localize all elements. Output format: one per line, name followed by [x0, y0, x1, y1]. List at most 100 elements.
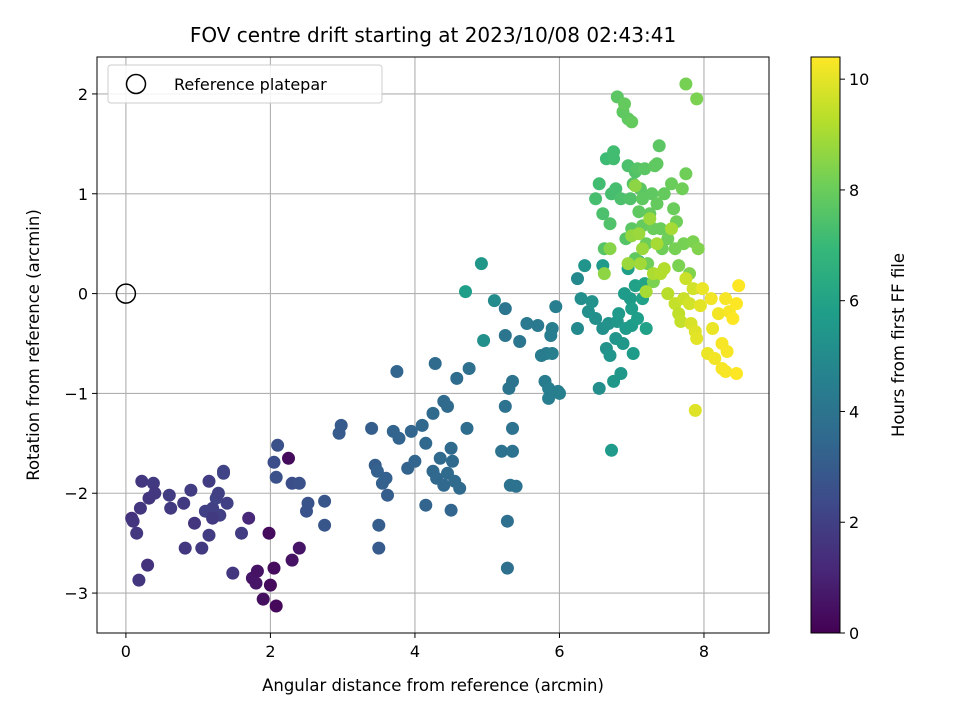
- data-point: [542, 391, 556, 405]
- data-point: [603, 242, 617, 256]
- data-point: [691, 242, 705, 256]
- data-point: [446, 454, 459, 468]
- legend: Reference platepar: [107, 64, 383, 104]
- data-point: [135, 474, 149, 488]
- data-point: [607, 152, 621, 166]
- data-point: [513, 335, 527, 348]
- x-tick-label: 6: [554, 642, 564, 661]
- data-point: [652, 139, 666, 153]
- x-tick-label: 8: [699, 642, 709, 661]
- data-point: [520, 317, 534, 330]
- data-point: [545, 322, 559, 335]
- y-axis-label: Rotation from reference (arcmin): [24, 209, 43, 481]
- x-axis-label: Angular distance from reference (arcmin): [262, 676, 604, 695]
- data-point: [292, 541, 306, 555]
- colorbar-tick-label: 2: [849, 513, 859, 532]
- colorbar-label: Hours from first FF file: [889, 253, 908, 437]
- data-point: [730, 297, 743, 311]
- data-point: [623, 292, 637, 306]
- data-point: [578, 259, 592, 273]
- data-point: [589, 312, 603, 325]
- data-point: [506, 421, 519, 435]
- data-point: [500, 514, 514, 528]
- data-point: [633, 257, 647, 271]
- data-point: [614, 192, 628, 206]
- data-point: [625, 115, 639, 129]
- data-point: [650, 197, 664, 211]
- colorbar-ticks: 0 2 4 6 8 10: [840, 70, 869, 643]
- data-point: [477, 334, 491, 347]
- data-point: [381, 488, 394, 502]
- data-point: [132, 573, 146, 587]
- data-point: [269, 470, 283, 484]
- data-point: [184, 483, 198, 497]
- data-point: [408, 454, 422, 468]
- data-point: [643, 212, 657, 226]
- data-point: [444, 441, 458, 455]
- data-point: [509, 479, 523, 493]
- data-point: [177, 496, 191, 510]
- colorbar-tick-label: 4: [849, 402, 859, 421]
- data-point: [661, 287, 675, 301]
- data-point: [672, 259, 686, 273]
- data-point: [631, 312, 644, 325]
- data-point: [271, 438, 285, 452]
- data-point: [267, 455, 281, 469]
- data-point: [178, 541, 192, 555]
- legend-label-reference-platepar: Reference platepar: [174, 75, 327, 94]
- data-point: [211, 486, 225, 500]
- data-point: [661, 232, 675, 246]
- data-point: [626, 347, 640, 360]
- data-point: [690, 92, 704, 106]
- data-point: [621, 257, 635, 271]
- data-point: [267, 561, 281, 575]
- data-point: [553, 386, 566, 400]
- x-tick-label: 4: [410, 642, 420, 661]
- x-tick-label: 0: [121, 642, 131, 661]
- data-point: [632, 227, 646, 241]
- data-point: [162, 488, 176, 502]
- data-point: [444, 503, 458, 517]
- colorbar-tick-label: 10: [849, 70, 869, 89]
- data-point: [726, 312, 740, 325]
- data-point: [148, 486, 162, 500]
- data-point: [292, 476, 306, 490]
- data-point: [638, 162, 652, 176]
- data-point: [549, 300, 563, 314]
- data-point: [202, 528, 216, 542]
- data-point: [683, 297, 696, 311]
- data-point: [188, 516, 201, 530]
- data-point: [609, 182, 623, 196]
- reference-point-marker: [115, 283, 137, 304]
- data-point: [706, 322, 720, 335]
- data-point: [675, 182, 689, 196]
- legend-box: [107, 64, 383, 104]
- data-point: [719, 292, 733, 306]
- data-point: [618, 97, 631, 111]
- data-point: [657, 187, 671, 201]
- data-point: [585, 295, 599, 309]
- data-point: [650, 157, 664, 171]
- data-point: [571, 272, 584, 286]
- data-point: [688, 403, 702, 417]
- data-point: [498, 399, 512, 413]
- data-point: [592, 381, 606, 395]
- data-point: [665, 222, 678, 236]
- data-point: [462, 362, 476, 375]
- chart-title: FOV centre drift starting at 2023/10/08 …: [190, 23, 676, 47]
- data-point: [500, 561, 514, 575]
- y-tick-label: 2: [78, 85, 88, 104]
- data-point: [235, 526, 248, 540]
- data-point: [379, 471, 393, 485]
- data-point: [571, 322, 584, 335]
- data-point: [428, 357, 442, 370]
- data-point: [616, 337, 630, 350]
- data-point: [318, 518, 332, 532]
- colorbar-tick-label: 6: [849, 292, 859, 311]
- data-point: [195, 541, 209, 555]
- data-point: [679, 167, 693, 181]
- colorbar-tick-label: 0: [849, 624, 859, 643]
- data-point: [133, 501, 147, 515]
- data-point: [262, 526, 276, 540]
